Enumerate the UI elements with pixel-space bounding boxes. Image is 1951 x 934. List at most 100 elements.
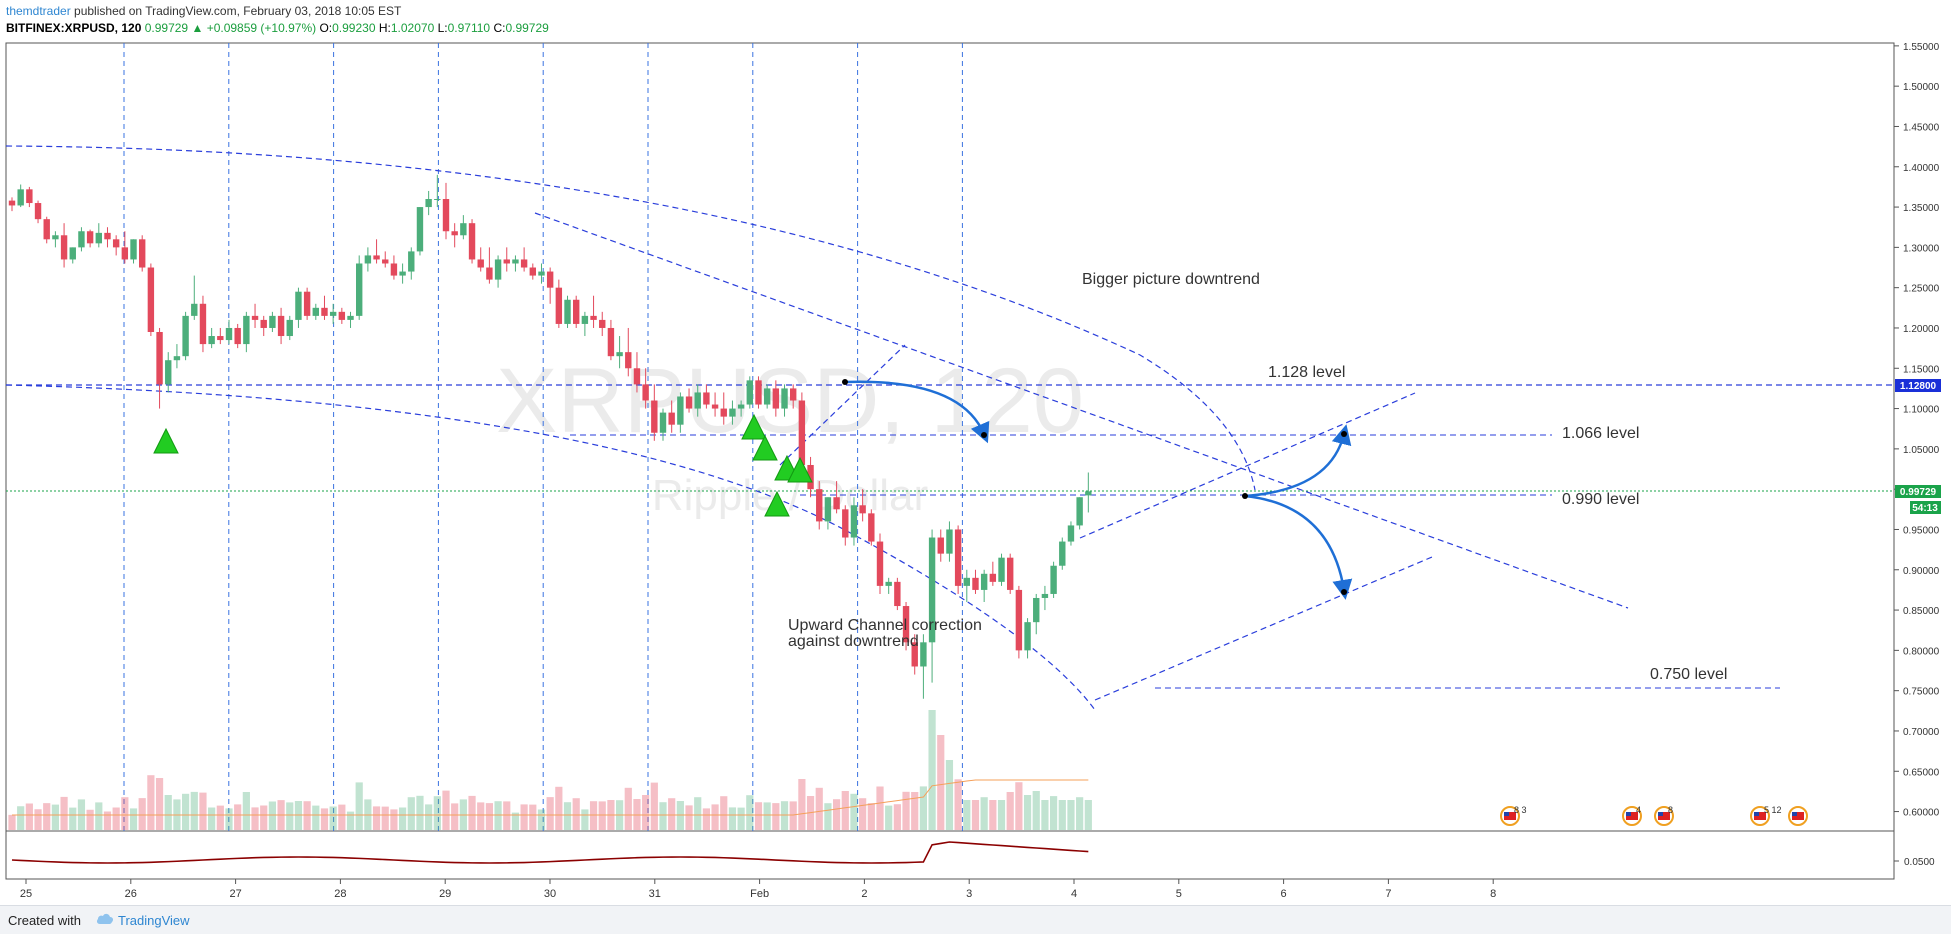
- channel-lower-line[interactable]: [1094, 556, 1433, 701]
- volume-bar: [381, 806, 389, 830]
- candle-body: [1076, 497, 1083, 526]
- volume-bar: [1050, 796, 1058, 830]
- candle-body: [790, 388, 797, 401]
- candle-body: [373, 255, 380, 260]
- time-axis[interactable]: 25 26 27 28 29 30 31 Feb 2 3 4 5 6 7 8: [20, 879, 1496, 900]
- candle-body: [69, 247, 76, 260]
- buy-signal-marker[interactable]: [153, 427, 179, 454]
- time-tick-label: 3: [966, 888, 972, 900]
- buy-signal-marker[interactable]: [787, 456, 813, 483]
- downtrend-line[interactable]: [534, 212, 1629, 609]
- volume-bars: [8, 710, 1092, 830]
- price-tick-label: 1.15000: [1903, 364, 1940, 375]
- volume-bar: [1058, 800, 1066, 830]
- author-link[interactable]: themdtrader: [6, 4, 71, 18]
- candle-body: [1085, 491, 1092, 496]
- level-0750-label: 0.750 level: [1650, 666, 1727, 683]
- candle-body: [946, 529, 953, 554]
- price-tick-label: 0.95000: [1903, 525, 1940, 536]
- candle-body: [234, 327, 241, 345]
- candle-body: [1015, 589, 1023, 651]
- volume-bar: [867, 803, 875, 830]
- volume-bar: [919, 786, 927, 830]
- candle-body: [755, 380, 762, 405]
- candle-body: [208, 336, 215, 345]
- volume-bar: [685, 805, 693, 830]
- candle-body: [833, 497, 840, 510]
- volume-bar: [537, 809, 546, 830]
- arrow-down-to-channel[interactable]: [1244, 494, 1353, 600]
- economic-events[interactable]: 8 3 4 8 5 12: [1500, 805, 1808, 826]
- indicator-tick-label: 0.0500: [1904, 857, 1935, 868]
- candle-body: [8, 200, 16, 206]
- level-1128-label: 1.128 level: [1268, 364, 1345, 381]
- countdown-text: 54:13: [1912, 503, 1938, 514]
- candle-body: [781, 388, 788, 409]
- candle-body: [963, 577, 970, 586]
- volume-bar: [338, 804, 346, 830]
- candle-body: [876, 541, 884, 586]
- anchor-point: [1341, 431, 1347, 437]
- volume-bar: [268, 801, 276, 830]
- volume-bar: [746, 795, 754, 830]
- buy-signal-marker[interactable]: [752, 434, 778, 461]
- volume-bar: [997, 800, 1006, 830]
- buy-signal-marker[interactable]: [764, 490, 790, 517]
- price-axis[interactable]: 1.55000 1.50000 1.45000 1.40000 1.35000 1.300…: [1894, 42, 1940, 819]
- event-count: 8 3: [1514, 805, 1527, 815]
- channel-top-left[interactable]: [779, 344, 906, 466]
- candle-body: [26, 189, 33, 204]
- volume-bar: [477, 802, 485, 830]
- candle-body: [425, 199, 432, 208]
- buy-signal-marker[interactable]: [741, 413, 767, 440]
- big-downtrend-arc[interactable]: [5, 145, 1256, 491]
- candle-body: [295, 291, 302, 320]
- volume-bar: [103, 811, 112, 830]
- volume-bar: [121, 797, 129, 830]
- tradingview-link[interactable]: TradingView: [118, 913, 190, 928]
- arrow-up-to-1066[interactable]: [1244, 424, 1352, 498]
- volume-bar: [138, 798, 146, 830]
- lower-downtrend-arc[interactable]: [5, 384, 1096, 711]
- volume-bar: [980, 797, 988, 830]
- candle-body: [972, 577, 979, 590]
- candle-body: [763, 388, 771, 405]
- level-price-badge: [1895, 379, 1941, 392]
- candle-body: [616, 352, 623, 357]
- volume-bar: [520, 804, 528, 830]
- volume-bar: [225, 808, 233, 830]
- candle-body: [642, 384, 649, 401]
- price-tick-label: 1.35000: [1903, 203, 1940, 214]
- time-tick-label: 27: [229, 888, 241, 900]
- candle-body: [590, 315, 597, 320]
- flag-stripe: [1754, 812, 1766, 820]
- candle-body: [633, 368, 641, 385]
- volume-bar: [659, 802, 667, 830]
- candle-body: [520, 259, 528, 268]
- candle-body: [842, 509, 849, 538]
- volume-bar: [798, 779, 806, 830]
- volume-bar: [234, 804, 242, 830]
- candle-body: [34, 203, 42, 220]
- arrow-down-to-1066[interactable]: [844, 380, 990, 444]
- candle-body: [303, 291, 311, 316]
- volume-bar: [425, 804, 433, 830]
- candle-body: [659, 412, 667, 433]
- candle-body: [538, 271, 545, 276]
- candle-body: [772, 388, 780, 409]
- price-chart[interactable]: XRPUSD, 120 Ripple / Dollar: [0, 0, 1951, 905]
- candle-body: [321, 307, 328, 316]
- price-tick-label: 0.70000: [1903, 727, 1940, 738]
- volume-bar: [789, 801, 797, 830]
- volume-bar: [928, 710, 936, 830]
- price-tick-label: 1.55000: [1903, 42, 1940, 53]
- candle-body: [555, 287, 563, 324]
- publish-header: themdtrader published on TradingView.com…: [6, 4, 401, 18]
- volume-bar: [17, 806, 25, 830]
- volume-bar: [711, 804, 719, 830]
- volume-bar: [433, 796, 441, 830]
- candle-body: [494, 259, 502, 280]
- publish-text: published on TradingView.com, February 0…: [70, 4, 402, 18]
- event-count: 5 12: [1764, 805, 1782, 815]
- channel-upper-line[interactable]: [1079, 392, 1416, 539]
